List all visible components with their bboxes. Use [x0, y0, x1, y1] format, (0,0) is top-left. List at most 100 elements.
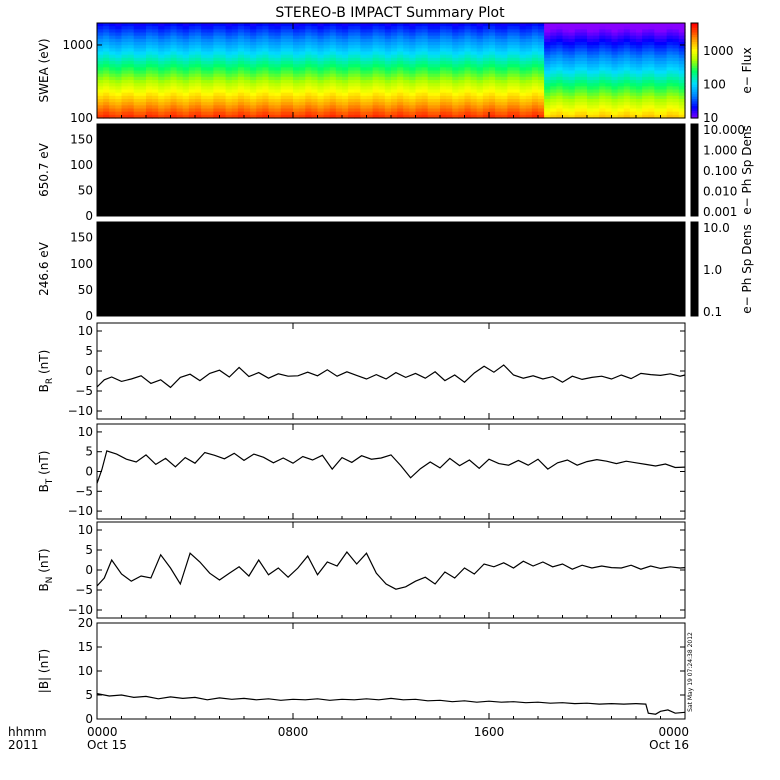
spectrogram-cell — [623, 64, 631, 68]
spectrogram-cell — [617, 102, 625, 106]
spectrogram-cell — [182, 29, 190, 34]
spectrogram-cell — [366, 51, 374, 56]
spectrogram-cell — [354, 102, 361, 106]
spectrogram-cell — [299, 32, 306, 37]
spectrogram-cell — [660, 73, 668, 78]
spectrogram-cell — [244, 35, 251, 40]
spectrogram-cell — [507, 76, 515, 81]
spectrogram-cell — [360, 64, 368, 68]
spectrogram-cell — [544, 89, 551, 94]
spectrogram-cell — [225, 102, 233, 106]
time-axis-row1-label: hhmm — [8, 725, 47, 739]
spectrogram-cell — [213, 54, 221, 59]
spectrogram-cell — [207, 38, 214, 43]
spectrogram-cell — [366, 26, 374, 30]
colorbar-band — [691, 56, 698, 60]
spectrogram-cell — [262, 64, 270, 68]
spectrogram-cell — [433, 99, 441, 103]
spectrogram-cell — [568, 95, 576, 100]
spectrogram-cell — [170, 48, 178, 53]
spectrogram-cell — [666, 38, 674, 43]
spectrogram-cell — [299, 35, 306, 40]
spectrogram-cell — [262, 86, 270, 91]
spectrogram-cell — [372, 64, 380, 68]
spectrogram-cell — [342, 76, 349, 81]
spectrogram-cell — [427, 83, 435, 87]
spectrogram-cell — [599, 38, 606, 43]
spectrogram-cell — [544, 61, 551, 65]
spectrogram-cell — [666, 76, 674, 81]
y-tick-label: 5 — [85, 543, 93, 557]
spectrogram-cell — [299, 92, 306, 97]
spectrogram-cell — [115, 95, 123, 100]
spectrogram-cell — [464, 35, 472, 40]
spectrogram-cell — [372, 61, 380, 65]
spectrogram-cell — [225, 26, 233, 30]
spectrogram-cell — [507, 29, 515, 34]
spectrogram-cell — [329, 26, 337, 30]
spectrogram-cell — [489, 26, 496, 30]
spectrogram-cell — [495, 95, 502, 100]
spectrogram-cell — [195, 76, 202, 81]
spectrogram-cell — [464, 108, 472, 113]
spectrogram-cell — [452, 70, 459, 75]
colorbar-band — [691, 63, 698, 67]
spectrogram-cell — [360, 23, 368, 27]
spectrogram-cell — [482, 99, 490, 103]
spectrogram-cell — [360, 57, 368, 62]
spectrogram-cell — [213, 89, 221, 94]
spectrogram-cell — [139, 108, 147, 113]
colorbar-band — [691, 108, 698, 112]
spectrogram-cell — [550, 29, 557, 34]
spectrogram-cell — [274, 92, 282, 97]
spectrogram-cell — [299, 51, 306, 56]
spectrogram-cell — [666, 102, 674, 106]
spectrogram-cell — [262, 108, 270, 113]
spectrogram-cell — [378, 80, 386, 84]
spectrogram-cell — [378, 76, 386, 81]
spectrogram-cell — [427, 42, 435, 46]
spectrogram-cell — [531, 42, 539, 46]
spectrogram-cell — [623, 35, 631, 40]
spectrogram-cell — [323, 70, 331, 75]
colorbar-tick-label: 0.001 — [703, 205, 737, 219]
spectrogram-cell — [391, 35, 398, 40]
spectrogram-cell — [403, 48, 410, 53]
spectrogram-cell — [274, 108, 282, 113]
spectrogram-cell — [482, 111, 490, 116]
spectrogram-cell — [611, 54, 619, 59]
spectrogram-cell — [587, 67, 594, 72]
spectrogram-cell — [360, 114, 368, 119]
spectrogram-cell — [372, 42, 380, 46]
spectrogram-cell — [299, 73, 306, 78]
spectrogram-cell — [409, 111, 417, 116]
spectrogram-cell — [403, 105, 410, 110]
spectrogram-cell — [152, 64, 159, 68]
spectrogram-cell — [372, 70, 380, 75]
spectrogram-cell — [342, 29, 349, 34]
spectrogram-cell — [299, 61, 306, 65]
spectrogram-cell — [182, 32, 190, 37]
spectrogram-cell — [415, 83, 423, 87]
spectrogram-cell — [470, 57, 478, 62]
spectrogram-cell — [501, 99, 508, 103]
spectrogram-cell — [507, 67, 515, 72]
spectrogram-cell — [629, 86, 637, 91]
spectrogram-cell — [182, 51, 190, 56]
y-tick-label: 0 — [85, 712, 93, 726]
spectrogram-cell — [384, 89, 392, 94]
spectrogram-cell — [299, 95, 306, 100]
spectrogram-cell — [115, 80, 123, 84]
spectrogram-cell — [348, 108, 355, 113]
spectrogram-cell — [611, 42, 619, 46]
spectrogram-cell — [678, 99, 686, 103]
spectrogram-cell — [403, 89, 410, 94]
spectrogram-cell — [244, 95, 251, 100]
spectrogram-cell — [495, 105, 502, 110]
spectrogram-cell — [470, 67, 478, 72]
spectrogram-cell — [482, 67, 490, 72]
spectrogram-cell — [501, 38, 508, 43]
spectrogram-cell — [366, 80, 374, 84]
